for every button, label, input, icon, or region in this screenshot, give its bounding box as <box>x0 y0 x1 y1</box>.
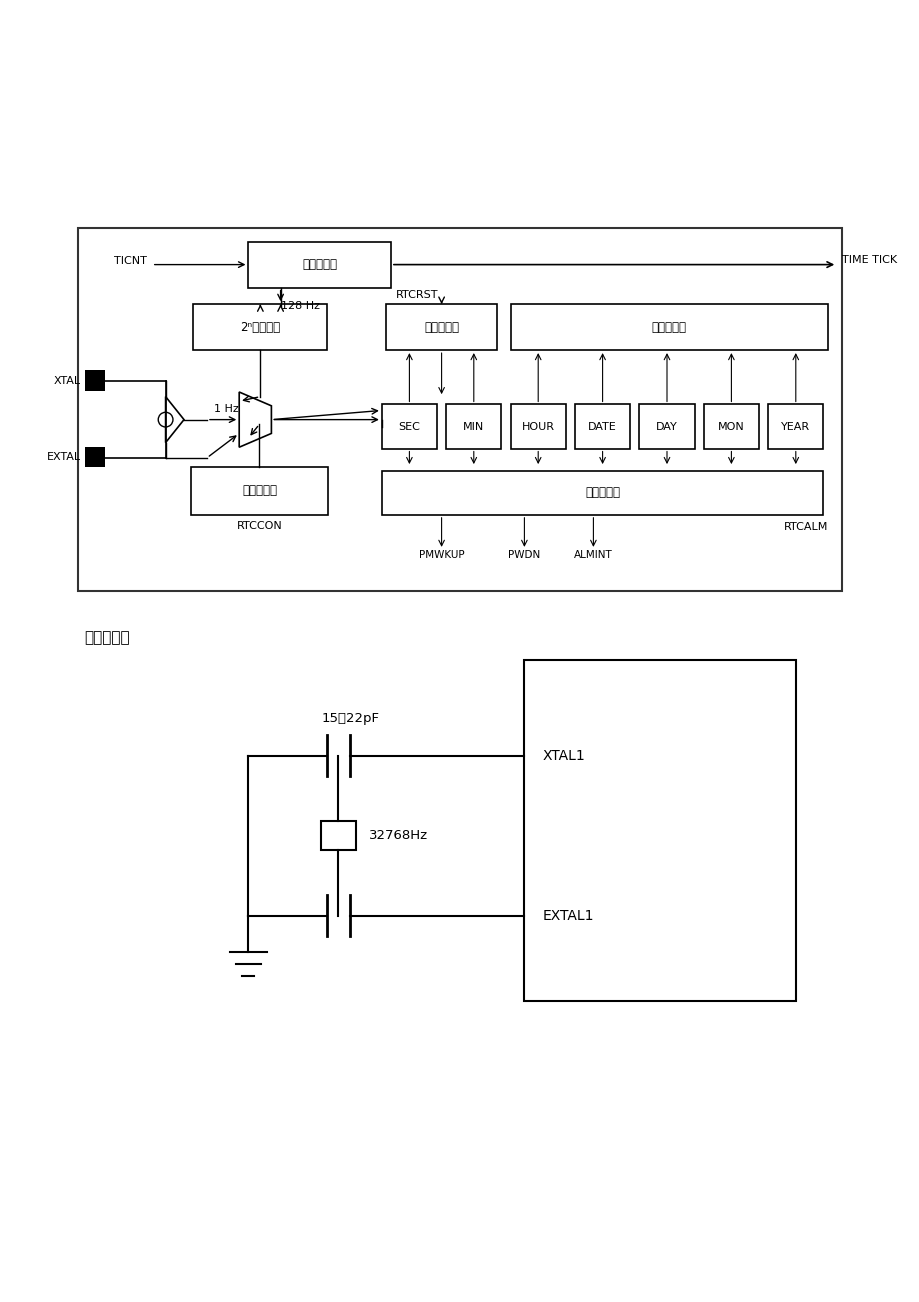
Text: XTAL: XTAL <box>54 375 81 385</box>
Text: MIN: MIN <box>462 422 484 431</box>
Bar <box>510 405 565 449</box>
Text: 复位寄存器: 复位寄存器 <box>424 320 459 333</box>
Text: 闰年产生器: 闰年产生器 <box>651 320 686 333</box>
Text: 15～22pF: 15～22pF <box>322 712 380 725</box>
Bar <box>524 660 795 1001</box>
Text: 32768Hz: 32768Hz <box>369 829 428 842</box>
Text: DATE: DATE <box>587 422 617 431</box>
Text: 128 Hz: 128 Hz <box>280 301 319 311</box>
Bar <box>639 405 694 449</box>
Text: EXTAL1: EXTAL1 <box>542 909 594 923</box>
Bar <box>248 242 391 288</box>
Text: 时钟发生器: 时钟发生器 <box>301 258 337 271</box>
Bar <box>510 305 827 350</box>
Bar <box>703 405 758 449</box>
Text: DAY: DAY <box>655 422 677 431</box>
Text: PWDN: PWDN <box>507 551 540 560</box>
Bar <box>85 447 105 467</box>
Bar <box>321 820 355 850</box>
Bar <box>191 467 327 514</box>
Bar <box>78 228 841 591</box>
Bar <box>193 305 326 350</box>
Text: HOUR: HOUR <box>521 422 554 431</box>
Bar <box>767 405 823 449</box>
Text: YEAR: YEAR <box>780 422 810 431</box>
Text: 控制寄存器: 控制寄存器 <box>242 484 277 497</box>
Text: TIME TICK: TIME TICK <box>841 255 896 266</box>
Text: TICNT: TICNT <box>114 256 147 266</box>
Text: PMWKUP: PMWKUP <box>418 551 464 560</box>
Text: RTCCON: RTCCON <box>236 521 282 531</box>
Text: RTCRST: RTCRST <box>395 290 437 299</box>
Text: 报警产生器: 报警产生器 <box>584 486 619 499</box>
Text: 电路连接图: 电路连接图 <box>85 630 130 644</box>
Bar <box>374 337 830 460</box>
Text: MON: MON <box>717 422 744 431</box>
Text: 1 Hz: 1 Hz <box>214 404 239 414</box>
Bar <box>386 305 496 350</box>
Text: SEC: SEC <box>398 422 420 431</box>
Text: 2ⁿ分频时钟: 2ⁿ分频时钟 <box>240 320 279 333</box>
Bar <box>381 405 437 449</box>
Text: RTCALM: RTCALM <box>783 522 827 531</box>
Text: ALMINT: ALMINT <box>573 551 612 560</box>
Text: EXTAL: EXTAL <box>47 452 81 462</box>
Text: XTAL1: XTAL1 <box>542 749 584 763</box>
Bar <box>446 405 501 449</box>
Bar <box>381 471 823 514</box>
Bar <box>574 405 630 449</box>
Bar <box>85 370 105 391</box>
